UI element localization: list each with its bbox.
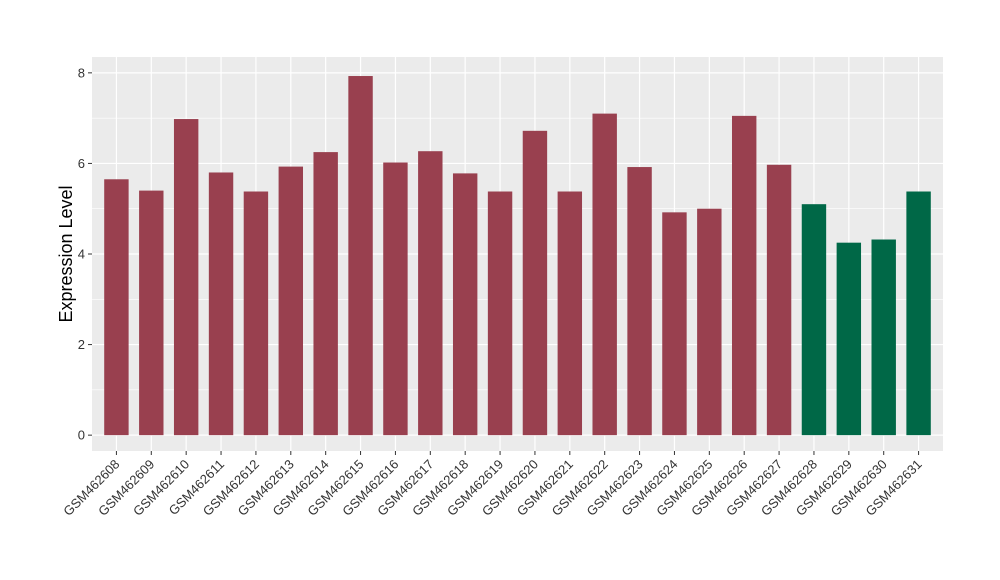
y-tick-label: 2	[78, 337, 85, 352]
bar-GSM462614	[313, 152, 338, 436]
y-tick-label: 8	[78, 65, 85, 80]
bar-GSM462627	[766, 164, 792, 436]
bar-GSM462613	[278, 166, 304, 436]
bar-GSM462622	[592, 113, 617, 436]
bar-GSM462618	[452, 173, 478, 436]
bar-GSM462617	[418, 151, 443, 436]
bar-GSM462610	[173, 119, 199, 436]
bar-GSM462623	[627, 167, 652, 436]
y-axis: 0 2 4 6 8	[78, 65, 92, 443]
y-tick-label: 4	[78, 247, 85, 262]
bar-GSM462612	[243, 191, 269, 436]
bar-GSM462624	[662, 212, 687, 436]
bar-GSM462609	[139, 190, 164, 436]
bar-GSM462620	[522, 130, 548, 436]
bar-GSM462629	[836, 242, 862, 436]
bar-GSM462630	[871, 239, 896, 436]
bar-GSM462626	[731, 115, 757, 436]
y-tick-label: 0	[78, 428, 85, 443]
x-axis: GSM462608GSM462609GSM462610GSM462611GSM4…	[60, 451, 925, 519]
bar-GSM462611	[208, 172, 234, 436]
bar-GSM462631	[906, 191, 931, 436]
y-axis-title: Expression Level	[56, 185, 76, 322]
bar-GSM462621	[557, 191, 583, 436]
bar-GSM462608	[104, 179, 129, 436]
bar-GSM462615	[348, 76, 373, 436]
bar-GSM462628	[801, 204, 827, 436]
bar-GSM462619	[487, 191, 513, 436]
bars	[104, 76, 931, 436]
bar-GSM462625	[697, 208, 722, 436]
bar-GSM462616	[383, 162, 408, 436]
y-tick-label: 6	[78, 156, 85, 171]
